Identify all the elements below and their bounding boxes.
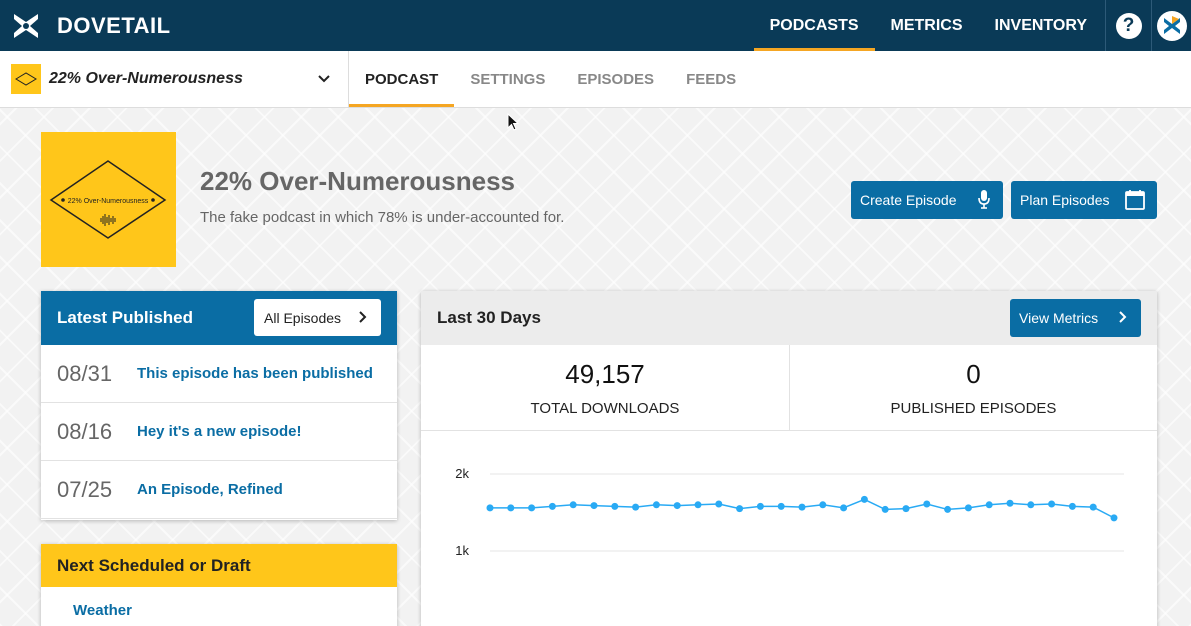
- chart-point[interactable]: [590, 502, 598, 510]
- chevron-right-icon: [1119, 311, 1127, 323]
- account-menu[interactable]: [1151, 0, 1191, 51]
- chart-point[interactable]: [611, 502, 619, 510]
- chart-point[interactable]: [798, 503, 806, 511]
- total-downloads-value: 49,157: [565, 358, 645, 389]
- plan-episodes-label: Plan Episodes: [1020, 192, 1110, 208]
- metrics-panel: Last 30 Days View Metrics 49,157 TOTAL D…: [421, 291, 1157, 626]
- total-downloads-label: TOTAL DOWNLOADS: [530, 399, 680, 417]
- chart-point[interactable]: [1089, 503, 1097, 511]
- chart-point[interactable]: [923, 500, 931, 508]
- nav-podcasts[interactable]: PODCASTS: [753, 0, 875, 51]
- chart-point[interactable]: [944, 505, 952, 513]
- chart-point[interactable]: [964, 504, 972, 512]
- chart-point[interactable]: [694, 501, 702, 509]
- top-bar: DOVETAIL PODCASTS METRICS INVENTORY ?: [0, 0, 1191, 51]
- published-episodes-stat: 0 PUBLISHED EPISODES: [789, 345, 1157, 430]
- chart-y-tick-label: 1k: [455, 543, 469, 558]
- nav-inventory[interactable]: INVENTORY: [994, 16, 1087, 34]
- podcast-thumbnail: [11, 64, 41, 94]
- chart-point[interactable]: [881, 505, 889, 513]
- tab-episodes[interactable]: EPISODES: [577, 70, 655, 88]
- chart-point[interactable]: [1027, 501, 1035, 509]
- episode-title-link[interactable]: An Episode, Refined: [137, 481, 283, 498]
- chart-point[interactable]: [819, 501, 827, 509]
- scheduled-episode-link[interactable]: Weather: [73, 602, 132, 619]
- tab-feeds[interactable]: FEEDS: [686, 70, 737, 88]
- create-episode-label: Create Episode: [860, 192, 957, 208]
- episode-date: 08/31: [57, 360, 113, 386]
- episode-title-link[interactable]: Hey it's a new episode!: [137, 423, 302, 440]
- nav-metrics[interactable]: METRICS: [890, 16, 963, 34]
- chart-point[interactable]: [1110, 514, 1118, 522]
- all-episodes-label: All Episodes: [264, 309, 342, 326]
- chart-point[interactable]: [756, 502, 764, 510]
- brand-name: DOVETAIL: [57, 12, 171, 38]
- prx-logo-icon: [1156, 10, 1187, 41]
- chart-point[interactable]: [632, 503, 640, 511]
- latest-published-title: Latest Published: [57, 308, 194, 327]
- metrics-header: Last 30 Days View Metrics: [421, 291, 1157, 345]
- chart-point[interactable]: [840, 504, 848, 512]
- published-episodes-label: PUBLISHED EPISODES: [890, 399, 1057, 417]
- podcast-selector-label: 22% Over-Numerousness: [49, 70, 243, 87]
- episode-date: 07/25: [57, 476, 113, 502]
- sub-nav: 22% Over-Numerousness PODCAST SETTINGS E…: [0, 51, 1191, 108]
- artwork-text: 22% Over-Numerousness: [68, 198, 149, 205]
- chevron-down-icon: [318, 75, 330, 83]
- total-downloads-stat: 49,157 TOTAL DOWNLOADS: [421, 345, 789, 430]
- view-metrics-label: View Metrics: [1019, 310, 1099, 326]
- podcast-title: 22% Over-Numerousness: [200, 166, 516, 196]
- chart-point[interactable]: [715, 500, 723, 508]
- episode-row[interactable]: 08/31 This episode has been published: [41, 345, 397, 403]
- chart-y-tick-label: 2k: [455, 466, 469, 481]
- next-scheduled-title: Next Scheduled or Draft: [41, 544, 397, 587]
- dovetail-logo-icon: [14, 13, 38, 38]
- help-button[interactable]: ?: [1105, 0, 1151, 51]
- tab-podcast[interactable]: PODCAST: [349, 51, 455, 107]
- latest-published-header: Latest Published All Episodes: [41, 291, 397, 345]
- chart-point[interactable]: [985, 501, 993, 509]
- chart-point[interactable]: [486, 504, 494, 512]
- chart-point[interactable]: [736, 505, 744, 513]
- mouse-cursor-icon: [507, 113, 519, 131]
- chart-point[interactable]: [507, 504, 515, 512]
- plan-episodes-button[interactable]: Plan Episodes: [1011, 181, 1157, 219]
- chart-point[interactable]: [1048, 500, 1056, 508]
- brand[interactable]: DOVETAIL: [0, 0, 171, 51]
- chart-point[interactable]: [548, 502, 556, 510]
- help-icon: ?: [1115, 12, 1142, 39]
- chart-point[interactable]: [673, 502, 681, 510]
- podcast-artwork: 22% Over-Numerousness: [41, 132, 176, 267]
- tab-settings[interactable]: SETTINGS: [470, 70, 546, 88]
- latest-published-panel: Latest Published All Episodes 08/31 This…: [41, 291, 397, 520]
- metrics-stats: 49,157 TOTAL DOWNLOADS 0 PUBLISHED EPISO…: [421, 345, 1157, 431]
- all-episodes-button[interactable]: All Episodes: [254, 299, 381, 336]
- chart-point[interactable]: [777, 502, 785, 510]
- podcast-tabs: PODCAST SETTINGS EPISODES FEEDS: [349, 51, 752, 107]
- next-scheduled-panel: Next Scheduled or Draft Weather: [41, 544, 397, 626]
- chevron-right-icon: [359, 311, 367, 323]
- podcast-selector[interactable]: 22% Over-Numerousness: [0, 51, 349, 107]
- chart-point[interactable]: [860, 495, 868, 503]
- calendar-icon: [1125, 190, 1145, 210]
- podcast-description: The fake podcast in which 78% is under-a…: [200, 209, 565, 226]
- microphone-icon: [978, 190, 990, 209]
- metrics-title: Last 30 Days: [437, 308, 541, 327]
- episode-row[interactable]: 08/16 Hey it's a new episode!: [41, 403, 397, 461]
- chart-point[interactable]: [1006, 499, 1014, 507]
- chart-point[interactable]: [569, 501, 577, 509]
- view-metrics-button[interactable]: View Metrics: [1010, 299, 1141, 337]
- episode-date: 08/16: [57, 418, 113, 444]
- chart-point[interactable]: [902, 505, 910, 513]
- top-nav: PODCASTS METRICS INVENTORY ?: [753, 0, 1191, 51]
- published-episodes-value: 0: [966, 358, 981, 389]
- downloads-chart: 2k 1k: [455, 466, 1124, 558]
- chart-point[interactable]: [528, 504, 536, 512]
- episode-row[interactable]: 07/25 An Episode, Refined: [41, 461, 397, 519]
- episode-title-link[interactable]: This episode has been published: [137, 365, 373, 382]
- create-episode-button[interactable]: Create Episode: [851, 181, 1003, 219]
- chart-point[interactable]: [652, 501, 660, 509]
- chart-point[interactable]: [1068, 502, 1076, 510]
